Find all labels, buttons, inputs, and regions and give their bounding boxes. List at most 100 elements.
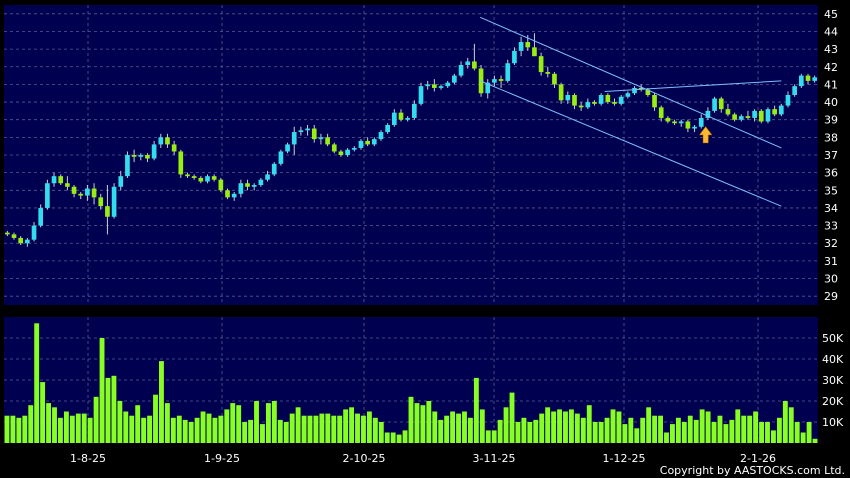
candle-body: [18, 237, 24, 244]
volume-bar: [438, 419, 444, 443]
volume-bar: [212, 417, 218, 443]
volume-bar: [361, 415, 366, 443]
volume-bar: [75, 413, 81, 443]
price-tick-label: 30: [824, 273, 838, 286]
candle-body: [318, 137, 324, 140]
volume-bar: [200, 411, 206, 443]
candle-body: [218, 179, 224, 191]
candle-body: [78, 193, 84, 196]
volume-bar: [640, 417, 646, 443]
date-tick-label: 1-8-25: [70, 452, 106, 465]
candle-body: [698, 117, 704, 127]
volume-bar: [503, 407, 509, 443]
candle-body: [732, 114, 737, 120]
volume-bar: [182, 419, 188, 443]
candle-body: [632, 87, 637, 94]
candle-body: [138, 155, 144, 157]
copyright-text: Copyright by AASTOCKS.com Ltd.: [660, 464, 845, 477]
candle-body: [425, 84, 431, 87]
date-tick-label: 2-10-25: [343, 452, 386, 465]
price-tick-label: 33: [824, 220, 838, 233]
volume-bar: [153, 394, 158, 443]
volume-bar: [111, 375, 117, 443]
candle-body: [211, 176, 217, 180]
price-axis-labels: 29 30 31 32 33 34 35 36 37 38 39 40 41 42 43 44 45: [824, 8, 838, 303]
candle-body: [151, 144, 157, 159]
candle-body: [118, 176, 124, 187]
volume-bar: [747, 415, 753, 443]
volume-bar: [812, 438, 818, 443]
candle-body: [125, 155, 130, 177]
volume-bar: [16, 417, 22, 443]
candle-body: [538, 56, 544, 73]
volume-bar: [52, 407, 57, 443]
candle-body: [665, 117, 671, 122]
candle-body: [812, 77, 817, 81]
candle-body: [718, 98, 724, 110]
volume-bar: [331, 415, 337, 443]
candle-body: [205, 176, 210, 182]
volume-bar: [467, 417, 473, 443]
volume-tick-label: 30K: [822, 374, 844, 387]
volume-bar: [598, 422, 604, 443]
candle-body: [692, 126, 697, 129]
volume-bar: [283, 422, 289, 443]
candle-body: [365, 140, 370, 145]
volume-bar: [147, 415, 153, 443]
gridlines: [4, 5, 818, 443]
volume-bar: [135, 405, 141, 443]
candle-body: [398, 112, 404, 120]
candle-body: [38, 207, 44, 226]
volume-bar: [426, 401, 432, 443]
candle-body: [705, 110, 711, 118]
candle-body: [165, 137, 170, 145]
candle-body: [98, 197, 104, 207]
candle-body: [285, 144, 290, 152]
volume-bar: [420, 405, 426, 443]
price-tick-label: 45: [824, 8, 838, 21]
volume-bar: [176, 415, 182, 443]
candle-body: [758, 110, 764, 122]
volume-bar: [580, 417, 586, 443]
arrow-marker: [699, 126, 713, 144]
volume-bar: [473, 377, 479, 443]
volume-bar: [414, 403, 420, 443]
volume-bar: [735, 409, 741, 443]
candle-body: [572, 95, 577, 106]
volume-bar: [711, 422, 717, 443]
candle-body: [445, 82, 451, 87]
volume-bar: [254, 401, 259, 443]
volume-bar: [723, 424, 729, 443]
trendline: [604, 80, 782, 92]
candle-body: [85, 188, 90, 196]
candle-body: [545, 72, 551, 74]
candle-body: [598, 95, 604, 104]
candle-body: [171, 144, 177, 152]
candle-body: [198, 177, 204, 182]
candle-body: [772, 109, 777, 115]
volume-bar: [218, 415, 224, 443]
candle-body: [391, 112, 397, 125]
volume-bar: [4, 415, 10, 443]
volume-tick-label: 40K: [822, 353, 844, 366]
volume-bar: [10, 415, 16, 443]
volume-bar: [129, 415, 135, 443]
volume-bar: [687, 415, 693, 443]
volume-bar: [372, 417, 378, 443]
volume-bar: [343, 409, 349, 443]
volume-bar: [521, 417, 527, 443]
volume-bar: [551, 411, 557, 443]
volume-bar: [450, 411, 456, 443]
up-arrow-icon: [699, 126, 713, 144]
price-tick-label: 31: [824, 255, 838, 268]
volume-bar: [164, 403, 170, 443]
volume-bar: [782, 401, 788, 443]
volume-bar: [527, 422, 533, 443]
candle-body: [418, 86, 424, 104]
volume-bar: [242, 422, 248, 443]
volume-bar: [34, 323, 40, 443]
price-tick-label: 41: [824, 78, 838, 91]
candle-body: [185, 174, 190, 177]
volume-bar: [681, 422, 687, 443]
volume-bar: [515, 422, 521, 443]
